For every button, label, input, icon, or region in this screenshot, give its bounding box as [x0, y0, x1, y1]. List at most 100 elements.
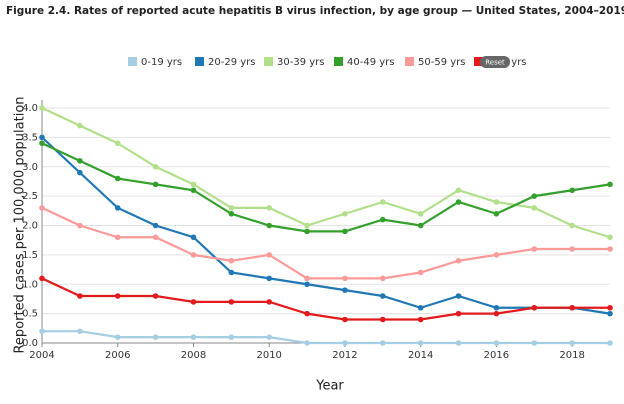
data-point: [417, 340, 424, 346]
data-point: [569, 246, 575, 252]
data-point: [304, 281, 310, 288]
data-point: [569, 222, 575, 229]
data-point: [607, 340, 613, 346]
data-point: [342, 340, 348, 346]
data-point: [77, 158, 83, 164]
x-tick-label: 2006: [105, 350, 130, 361]
data-point: [380, 199, 386, 205]
x-tick-label: 2012: [332, 350, 357, 361]
data-point: [531, 304, 538, 311]
data-point: [417, 210, 424, 217]
data-point: [266, 334, 273, 340]
data-point: [152, 163, 159, 170]
data-point: [266, 252, 273, 258]
x-tick-label: 2016: [484, 350, 509, 361]
data-point: [455, 293, 462, 299]
legend-swatch: [128, 57, 137, 66]
legend-swatch: [195, 57, 204, 66]
data-point: [493, 210, 500, 217]
y-tick-label: 1.5: [22, 250, 38, 261]
data-point: [39, 105, 45, 111]
data-point: [77, 169, 83, 176]
y-tick-label: 2.0: [22, 221, 38, 232]
data-point: [569, 304, 575, 311]
x-tick-label: 2010: [256, 350, 281, 361]
y-tick-label: 4.0: [22, 103, 38, 114]
legend-label: 0-19 yrs: [141, 57, 182, 68]
data-point: [39, 205, 45, 211]
legend-label: 50-59 yrs: [418, 57, 465, 68]
data-point: [455, 187, 462, 194]
data-point: [493, 304, 500, 311]
data-point: [493, 340, 500, 346]
data-point: [190, 234, 197, 241]
data-point: [569, 340, 575, 346]
legend-label: 40-49 yrs: [347, 57, 394, 68]
y-tick-label: 3.0: [22, 162, 38, 173]
data-point: [304, 310, 310, 317]
x-tick-label: 2008: [181, 350, 206, 361]
data-point: [531, 246, 538, 252]
data-point: [455, 340, 462, 346]
data-point: [380, 275, 386, 282]
x-axis-title: Year: [315, 379, 344, 394]
data-point: [114, 205, 121, 211]
y-tick-label: 0.5: [22, 309, 38, 320]
data-point: [114, 175, 121, 182]
legend-swatch: [474, 57, 483, 66]
data-point: [114, 234, 121, 241]
data-point: [190, 334, 197, 340]
data-point: [228, 299, 235, 305]
data-point: [228, 269, 235, 276]
data-point: [304, 275, 310, 282]
data-point: [152, 334, 159, 340]
series-line: [41, 206, 610, 280]
data-point: [493, 310, 500, 317]
y-axis-title: Reported cases per 100,000 population: [13, 96, 28, 353]
data-point: [342, 228, 348, 235]
data-point: [39, 328, 45, 335]
data-point: [39, 140, 45, 147]
series-line: [41, 142, 611, 233]
data-point: [266, 275, 273, 282]
data-point: [342, 275, 348, 282]
data-point: [531, 205, 538, 211]
data-point: [417, 269, 424, 276]
data-point: [455, 199, 462, 205]
data-point: [77, 122, 83, 129]
data-point: [190, 299, 197, 305]
x-tick-label: 2018: [559, 350, 584, 361]
x-tick-label: 2014: [408, 350, 433, 361]
data-point: [455, 310, 462, 317]
data-point: [607, 304, 613, 311]
data-point: [304, 228, 310, 235]
data-point: [380, 340, 386, 346]
data-point: [114, 140, 121, 147]
legend-swatch: [264, 57, 273, 66]
data-point: [342, 210, 348, 217]
data-point: [77, 293, 83, 299]
reset-button[interactable]: [480, 56, 510, 68]
data-point: [77, 328, 83, 335]
data-point: [190, 187, 197, 194]
data-point: [342, 316, 348, 323]
data-point: [228, 205, 235, 211]
data-point: [455, 257, 462, 264]
data-point: [531, 193, 538, 199]
chart-title: Figure 2.4. Rates of reported acute hepa…: [6, 5, 624, 17]
series-line: [42, 330, 610, 345]
data-point: [190, 181, 197, 188]
data-point: [607, 234, 613, 241]
y-tick-label: 1.0: [22, 279, 38, 290]
data-point: [417, 222, 424, 229]
data-point: [77, 222, 83, 229]
data-point: [228, 257, 235, 264]
data-point: [380, 293, 386, 299]
data-point: [607, 246, 613, 252]
series-line: [41, 136, 611, 315]
data-point: [266, 299, 273, 305]
data-point: [569, 187, 575, 194]
data-point: [114, 293, 121, 299]
reset-label[interactable]: Reset: [485, 59, 505, 67]
